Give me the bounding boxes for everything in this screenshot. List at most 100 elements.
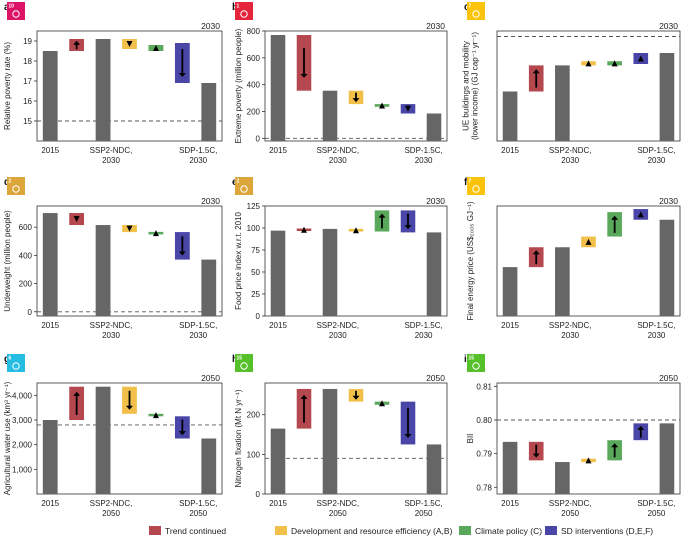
scenario-bar bbox=[426, 232, 442, 316]
change-arrow-head bbox=[585, 60, 592, 67]
x-tick-label: 2050 bbox=[329, 509, 347, 518]
sdg-pictogram bbox=[240, 362, 248, 370]
change-arrow-head bbox=[73, 216, 80, 223]
change-arrow-head bbox=[532, 250, 540, 255]
x-tick-label: 2015 bbox=[269, 321, 287, 330]
x-tick-label: 2015 bbox=[41, 321, 59, 330]
y-tick-label: 0.81 bbox=[476, 382, 492, 391]
change-arrow-head bbox=[152, 45, 159, 51]
x-tick-label: SDP-1.5C, bbox=[404, 146, 442, 155]
y-tick-label: 125 bbox=[247, 202, 261, 211]
x-tick-label: 2015 bbox=[501, 321, 519, 330]
change-arrow-head bbox=[300, 394, 308, 399]
change-arrow-head bbox=[532, 453, 540, 458]
sdg-goal-number: 6 bbox=[9, 356, 12, 362]
sdg-pictogram bbox=[472, 10, 480, 18]
x-tick-label: SSP2-NDC, bbox=[316, 321, 359, 330]
y-tick-label: 0 bbox=[256, 490, 261, 499]
x-tick-label: SDP-1.5C, bbox=[637, 499, 675, 508]
x-tick-label: SSP2-NDC, bbox=[316, 146, 359, 155]
y-axis-label: Agricultural water use (km³ yr⁻¹) bbox=[3, 381, 12, 495]
scenario-bar bbox=[95, 225, 111, 316]
change-arrow-head bbox=[353, 227, 359, 234]
change-arrow-head bbox=[637, 55, 644, 62]
sdg-goal-icon: 15 bbox=[467, 354, 485, 372]
y-axis-label: BII bbox=[466, 434, 475, 444]
change-arrow-head bbox=[637, 425, 645, 430]
panel-f: f 7 2030 Final energy price (US$₂₀₀₅ GJ⁻¹) 2… bbox=[464, 177, 681, 340]
scenario-year: 2030 bbox=[659, 21, 678, 31]
x-tick-label: SDP-1.5C, bbox=[179, 499, 217, 508]
y-axis-label: Final energy price (US$₂₀₀₅ GJ⁻¹) bbox=[466, 201, 475, 320]
y-tick-label: 400 bbox=[19, 251, 33, 260]
scenario-year: 2050 bbox=[201, 373, 220, 383]
scenario-year: 2030 bbox=[659, 196, 678, 206]
x-tick-label: 2050 bbox=[189, 509, 207, 518]
x-tick-label: SSP2-NDC, bbox=[549, 146, 592, 155]
y-axis-label: Relative poverty rate (%) bbox=[3, 42, 12, 130]
x-tick-label: SSP2-NDC, bbox=[549, 321, 592, 330]
sdg-pictogram bbox=[12, 10, 20, 18]
change-arrow-head bbox=[379, 102, 385, 109]
scenario-bar bbox=[201, 259, 217, 316]
change-arrow-head bbox=[611, 443, 619, 448]
sdg-pictogram bbox=[472, 185, 480, 193]
sdg-goal-icon: 7 bbox=[467, 2, 485, 20]
legend: Trend continued Development and resource … bbox=[149, 526, 653, 536]
sdg-goal-icon: 7 bbox=[467, 177, 485, 195]
x-tick-label: SDP-1.5C, bbox=[179, 146, 217, 155]
change-arrow-head bbox=[585, 238, 592, 245]
change-arrow-head bbox=[378, 213, 386, 218]
change-arrow-head bbox=[301, 226, 307, 233]
x-tick-label: 2030 bbox=[415, 331, 433, 340]
legend-item: Development and resource efficiency (A,B… bbox=[275, 526, 453, 536]
change-arrow-head bbox=[611, 60, 618, 67]
panel-letter: i bbox=[464, 354, 467, 365]
x-tick-label: 2030 bbox=[329, 156, 347, 165]
y-tick-label: 25 bbox=[251, 290, 260, 299]
plot-frame bbox=[264, 205, 448, 317]
panel-h: h1520500100200Nitrogen fixation (Mt N yr… bbox=[232, 354, 448, 518]
plot-frame bbox=[36, 205, 223, 317]
x-tick-label: 2015 bbox=[269, 499, 287, 508]
y-tick-label: 18 bbox=[23, 57, 32, 66]
sdg-pictogram bbox=[240, 185, 248, 193]
sdg-pictogram bbox=[12, 185, 20, 193]
x-tick-label: 2030 bbox=[189, 156, 207, 165]
sdg-goal-icon: 2 bbox=[7, 177, 25, 195]
sdg-goal-icon: 2 bbox=[235, 177, 253, 195]
scenario-bar bbox=[659, 423, 675, 494]
x-tick-label: SDP-1.5C, bbox=[404, 321, 442, 330]
x-tick-label: 2030 bbox=[561, 156, 579, 165]
y-axis-label: Underweight (million people) bbox=[3, 210, 12, 312]
x-tick-label: 2050 bbox=[102, 509, 120, 518]
scenario-year: 2030 bbox=[201, 21, 220, 31]
y-tick-label: 4,000 bbox=[12, 391, 33, 400]
legend-label: Trend continued bbox=[165, 526, 226, 536]
y-tick-label: 19 bbox=[23, 37, 32, 46]
x-tick-label: SDP-1.5C, bbox=[637, 146, 675, 155]
plot-frame bbox=[264, 30, 448, 142]
panel-d: d220300200400600Underweight (million peo… bbox=[3, 177, 223, 340]
change-arrow-head bbox=[532, 69, 540, 74]
change-arrow-head bbox=[152, 412, 159, 419]
change-arrow-head bbox=[611, 215, 619, 220]
x-tick-label: 2050 bbox=[415, 509, 433, 518]
sdg-goal-number: 2 bbox=[237, 179, 240, 185]
plot-frame bbox=[36, 382, 223, 495]
legend-label: Climate policy (C) bbox=[475, 526, 542, 536]
y-tick-label: 100 bbox=[247, 224, 261, 233]
sdg-pictogram bbox=[472, 362, 480, 370]
sdg-goal-number: 2 bbox=[9, 179, 12, 185]
change-arrow-head bbox=[405, 105, 411, 112]
scenario-bar bbox=[659, 219, 675, 316]
change-arrow-head bbox=[300, 73, 308, 78]
legend-item: SD interventions (D,E,F) bbox=[545, 526, 653, 536]
x-tick-label: 2050 bbox=[648, 509, 666, 518]
x-tick-label: SSP2-NDC, bbox=[90, 146, 133, 155]
y-tick-label: 16 bbox=[23, 97, 32, 106]
scenario-bar bbox=[502, 91, 518, 141]
scenario-bar bbox=[502, 267, 518, 316]
change-arrow-head bbox=[178, 73, 186, 77]
